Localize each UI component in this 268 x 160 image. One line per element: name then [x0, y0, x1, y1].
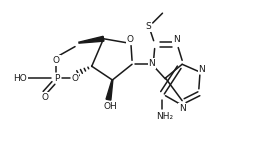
Polygon shape	[79, 36, 104, 43]
Text: O: O	[41, 93, 48, 102]
Text: N: N	[179, 104, 185, 113]
Text: N: N	[148, 59, 155, 68]
Text: HO: HO	[13, 74, 27, 83]
Text: O: O	[53, 56, 60, 65]
Text: OH: OH	[103, 102, 117, 111]
Text: P: P	[54, 74, 59, 83]
Text: S: S	[146, 22, 152, 31]
Text: O: O	[72, 74, 79, 83]
Text: NH₂: NH₂	[156, 112, 173, 121]
Text: N: N	[198, 65, 205, 74]
Text: N: N	[173, 35, 180, 44]
Text: O: O	[126, 35, 133, 44]
Polygon shape	[106, 80, 113, 100]
